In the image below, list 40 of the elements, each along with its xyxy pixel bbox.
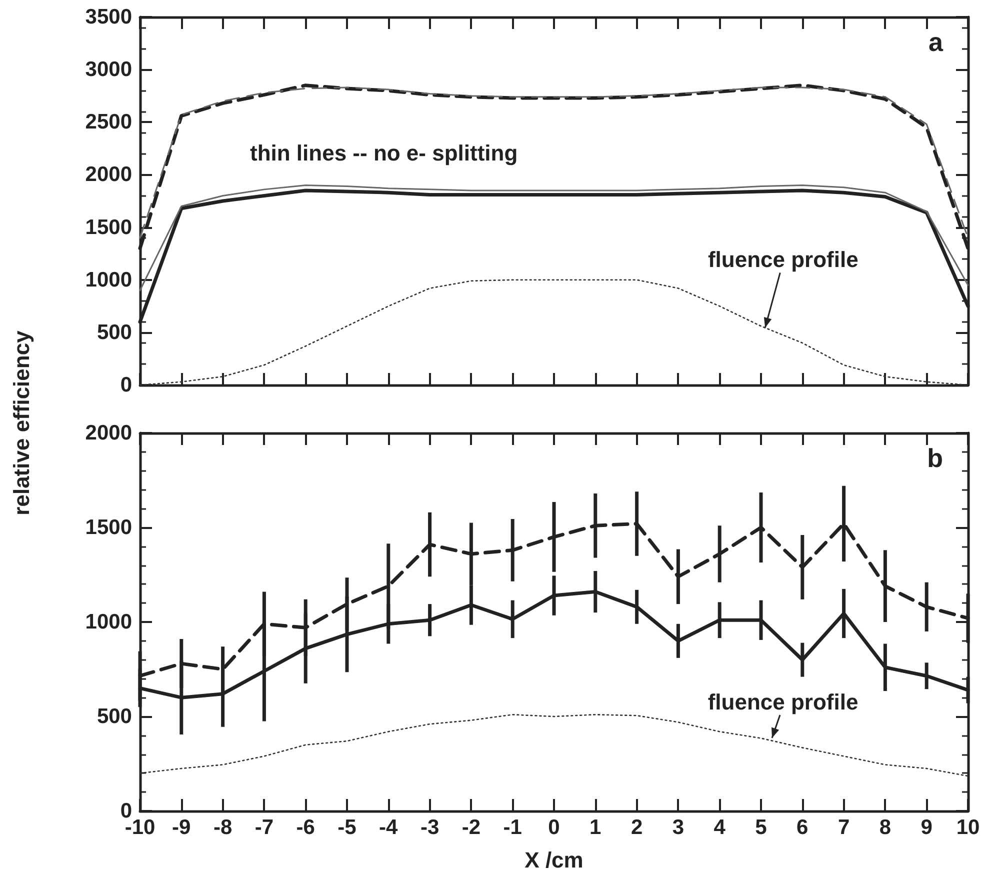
x-tick-label: -8 <box>213 816 232 839</box>
x-tick-label: 1 <box>590 816 602 839</box>
y-tick-label: 500 <box>96 705 132 728</box>
x-tick-label: 6 <box>796 816 808 839</box>
y-axis-title: relative efficiency <box>9 330 35 518</box>
y-tick-label: 2000 <box>85 422 132 444</box>
x-axis-title: X /cm <box>524 848 584 872</box>
x-tick-label: 5 <box>755 816 768 839</box>
x-tick-label: 2 <box>630 816 643 839</box>
y-tick-label: 1500 <box>85 516 132 539</box>
y-tick-label: 2500 <box>85 110 132 134</box>
y-tick-label: 500 <box>96 320 132 344</box>
y-tick-label: 0 <box>120 800 132 822</box>
x-tick-label: -4 <box>379 816 398 839</box>
y-tick-label: 3500 <box>85 6 132 28</box>
y-tick-label: 1000 <box>85 268 132 292</box>
annotation: a <box>928 27 944 57</box>
x-tick-label: 10 <box>956 816 980 839</box>
annotation: fluence profile <box>708 247 858 272</box>
x-tick-label: 9 <box>920 816 932 839</box>
x-tick-label: -1 <box>503 816 522 839</box>
x-tick-label: -2 <box>462 816 481 839</box>
y-tick-label: 1000 <box>85 610 132 634</box>
x-tick-label: 4 <box>714 816 726 839</box>
x-tick-label: -9 <box>172 816 191 839</box>
x-tick-label: -6 <box>296 816 315 839</box>
y-tick-label: 1500 <box>85 216 132 239</box>
x-tick-label: 3 <box>672 816 684 839</box>
x-tick-label: 8 <box>879 816 892 839</box>
y-tick-label: 0 <box>120 374 132 396</box>
x-tick-label: -7 <box>254 816 274 839</box>
x-tick-label: 7 <box>838 816 850 839</box>
annotation: thin lines -- no e- splitting <box>250 140 518 166</box>
annotation: fluence profile <box>708 690 858 714</box>
y-tick-label: 3000 <box>85 58 132 82</box>
x-tick-label: 0 <box>548 816 560 839</box>
annotation: b <box>927 443 944 473</box>
x-tick-label: -3 <box>420 816 440 839</box>
x-tick-label: -5 <box>338 816 357 839</box>
y-tick-label: 2000 <box>85 163 132 186</box>
